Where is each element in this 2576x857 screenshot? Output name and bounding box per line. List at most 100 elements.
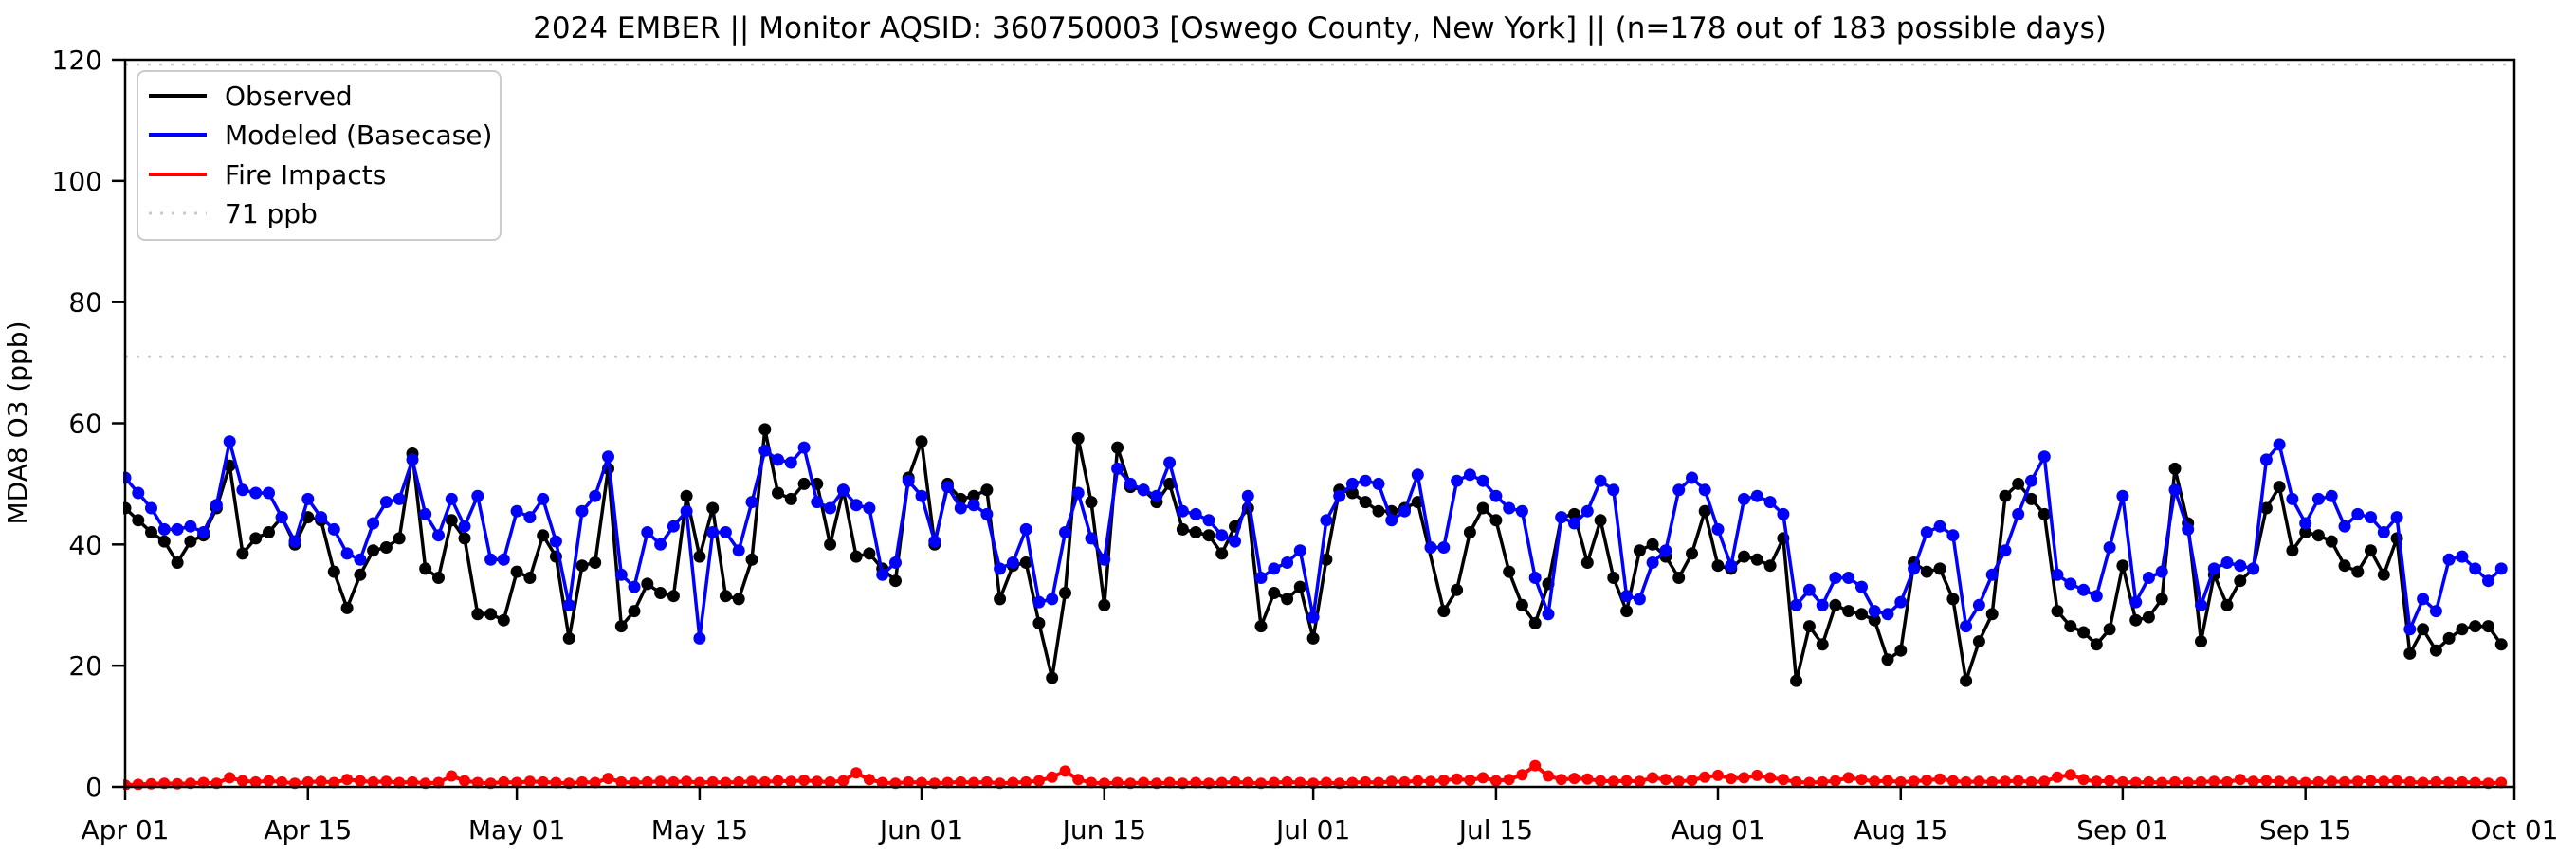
data-point [772, 775, 784, 787]
data-point [1007, 776, 1019, 789]
data-point [2195, 598, 2207, 611]
data-point [1071, 432, 1085, 445]
data-point [1999, 489, 2012, 502]
data-point [785, 775, 797, 788]
data-point [2091, 775, 2103, 788]
y-tick-label: 80 [68, 287, 102, 319]
data-point [197, 526, 210, 538]
data-point [836, 483, 850, 497]
data-point [367, 775, 379, 788]
x-tick-label: Apr 01 [82, 814, 170, 846]
data-point [132, 778, 144, 790]
data-point [2495, 776, 2508, 789]
data-point [2299, 776, 2311, 789]
data-point [1842, 605, 1855, 618]
data-point [2326, 775, 2338, 788]
data-point [2090, 590, 2103, 603]
data-point [2077, 626, 2091, 639]
data-point [680, 504, 693, 518]
data-point [1019, 522, 1032, 536]
data-point [1686, 471, 1698, 484]
data-point [2247, 562, 2260, 575]
data-point [132, 486, 145, 500]
data-point [2220, 598, 2234, 611]
data-point [1046, 771, 1058, 783]
data-point [1189, 526, 1202, 538]
data-point [484, 553, 498, 566]
data-point [1855, 580, 1868, 593]
data-point [797, 477, 811, 490]
data-point [2234, 559, 2247, 573]
data-point [1711, 522, 1725, 536]
data-point [758, 444, 772, 457]
data-point [1137, 483, 1150, 497]
data-point [523, 775, 536, 788]
data-point [1124, 477, 1137, 490]
data-point [1802, 583, 1816, 596]
data-point [367, 544, 380, 557]
data-point [589, 776, 601, 789]
data-point [1620, 775, 1633, 787]
data-point [1580, 556, 1594, 569]
data-point [745, 496, 758, 509]
y-tick-label: 60 [68, 409, 102, 440]
data-point [315, 511, 328, 524]
data-point [1111, 776, 1124, 789]
data-point [2038, 775, 2051, 788]
data-point [1999, 544, 2012, 557]
data-point [1633, 544, 1646, 557]
data-point [1620, 605, 1634, 618]
data-point [497, 553, 510, 566]
data-point [758, 423, 772, 436]
legend-label-threshold: 71 ppb [225, 198, 318, 229]
data-point [2351, 507, 2365, 520]
data-point [1032, 616, 1046, 629]
data-point [1686, 547, 1698, 560]
data-point [1515, 598, 1528, 611]
data-point [2182, 522, 2195, 536]
data-point [615, 775, 628, 788]
data-point [1881, 608, 1894, 621]
data-point [1489, 489, 1503, 502]
data-point [994, 562, 1007, 575]
y-tick-label: 0 [85, 772, 102, 803]
data-point [1763, 496, 1777, 509]
data-point [549, 535, 562, 548]
x-tick-label: Jul 15 [1457, 814, 1533, 846]
data-point [628, 605, 641, 618]
y-tick-label: 100 [52, 166, 102, 197]
data-point [2482, 620, 2494, 633]
data-point [1215, 547, 1229, 560]
x-tick-label: Jun 01 [878, 814, 963, 846]
data-point [2037, 507, 2051, 520]
data-point [2274, 775, 2286, 788]
data-point [2299, 517, 2312, 530]
data-point [667, 590, 680, 603]
data-point [407, 775, 418, 788]
data-point [628, 580, 641, 593]
data-point [1633, 593, 1646, 606]
data-point [1489, 514, 1503, 527]
data-point [276, 775, 288, 788]
data-point [980, 483, 994, 497]
data-point [1829, 598, 1842, 611]
data-point [1869, 775, 1881, 788]
data-point [1803, 776, 1816, 789]
data-point [2286, 544, 2299, 557]
data-point [1529, 759, 1542, 772]
data-point [1711, 559, 1725, 573]
data-point [1960, 620, 1973, 633]
data-point [562, 598, 575, 611]
data-point [1254, 620, 1268, 633]
data-point [1398, 775, 1411, 788]
data-point [1568, 773, 1580, 785]
data-point [1750, 489, 1763, 502]
data-point [328, 776, 340, 789]
data-point [968, 776, 980, 789]
data-point [2273, 438, 2286, 451]
data-point [1059, 587, 1071, 599]
x-tick-label: May 15 [651, 814, 748, 846]
data-point [419, 562, 432, 575]
data-point [497, 613, 510, 627]
threshold-lines [125, 63, 2514, 358]
